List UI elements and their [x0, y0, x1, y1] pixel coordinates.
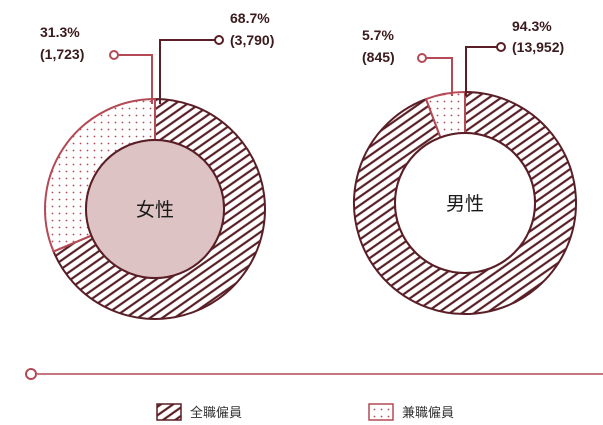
donut-women: 女性 68.7% (3,790) 31.3% (1,723)	[40, 10, 274, 320]
men-center-disc	[394, 132, 536, 274]
women-fulltime-leader	[159, 39, 216, 104]
men-parttime-count: (845)	[362, 49, 395, 65]
legend-label-parttime: 兼職僱員	[402, 405, 454, 421]
men-fulltime-leader	[465, 46, 498, 96]
women-fulltime-count: (3,790)	[230, 32, 274, 48]
donut-men: 男性 94.3% (13,952) 5.7% (845)	[353, 18, 577, 315]
women-center-label: 女性	[136, 199, 174, 221]
men-fulltime-marker	[496, 42, 506, 52]
men-parttime-percent: 5.7%	[362, 27, 394, 43]
men-fulltime-count: (13,952)	[512, 39, 564, 55]
legend-swatch-parttime	[368, 403, 394, 421]
women-parttime-leader	[117, 54, 153, 104]
women-parttime-count: (1,723)	[40, 46, 84, 62]
legend-label-fulltime: 全職僱員	[190, 405, 242, 421]
timeline-start-marker	[25, 368, 37, 380]
women-center-disc	[85, 139, 225, 279]
legend: 全職僱員 兼職僱員	[156, 403, 454, 421]
men-center-label: 男性	[446, 193, 484, 215]
women-fulltime-percent: 68.7%	[230, 10, 270, 26]
men-parttime-leader	[425, 57, 453, 96]
women-parttime-marker	[109, 50, 119, 60]
men-fulltime-percent: 94.3%	[512, 18, 552, 34]
legend-swatch-fulltime	[156, 403, 182, 421]
women-parttime-percent: 31.3%	[40, 24, 80, 40]
men-parttime-marker	[417, 53, 427, 63]
women-fulltime-marker	[214, 35, 224, 45]
